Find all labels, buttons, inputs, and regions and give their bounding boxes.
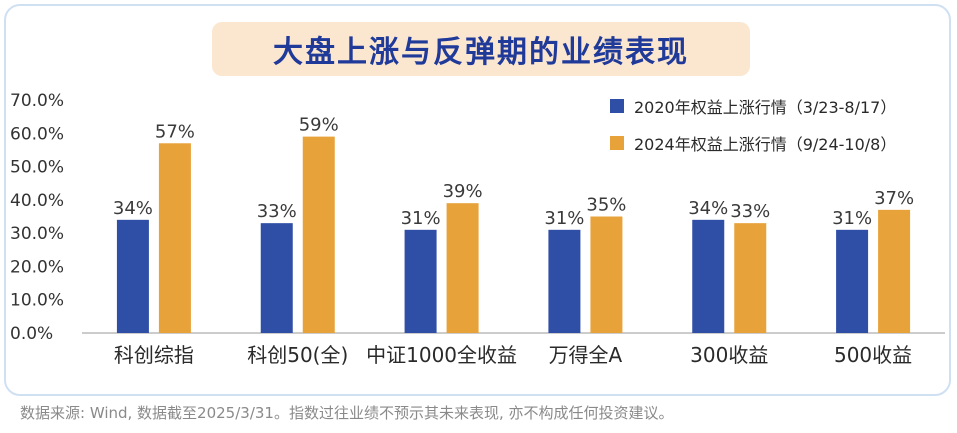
y-tick-label: 70.0% xyxy=(10,91,64,111)
legend-label-2024: 2024年权益上涨行情（9/24-10/8） xyxy=(634,135,897,154)
x-tick-label: 万得全A xyxy=(549,343,623,367)
footnote: 数据来源: Wind, 数据截至2025/3/31。指数过往业绩不预示其未来表现… xyxy=(20,404,674,422)
data-label-2024: 39% xyxy=(443,181,483,202)
legend-swatch-2024 xyxy=(610,136,624,150)
data-label-2024: 33% xyxy=(730,201,770,222)
data-label-2020: 33% xyxy=(257,201,297,222)
bar-2024 xyxy=(446,203,479,333)
y-tick-label: 60.0% xyxy=(10,124,64,144)
y-tick-label: 50.0% xyxy=(10,158,64,178)
legend-item-2020: 2020年权益上涨行情（3/23-8/17） xyxy=(610,96,897,117)
y-tick-label: 30.0% xyxy=(10,224,64,244)
data-label-2024: 59% xyxy=(299,115,339,136)
bar-2024 xyxy=(734,223,767,333)
bar-2024 xyxy=(590,216,623,333)
data-label-2020: 31% xyxy=(544,208,584,229)
legend-swatch-2020 xyxy=(610,99,624,113)
x-tick-label: 科创50(全) xyxy=(247,343,348,367)
data-label-2024: 37% xyxy=(874,188,914,209)
y-tick-label: 0.0% xyxy=(10,324,53,344)
bar-2020 xyxy=(548,229,581,333)
x-tick-label: 中证1000全收益 xyxy=(366,343,517,367)
bar-2020 xyxy=(260,223,293,333)
legend-item-2024: 2024年权益上涨行情（9/24-10/8） xyxy=(610,133,897,154)
data-label-2020: 34% xyxy=(113,198,153,219)
data-label-2020: 31% xyxy=(832,208,872,229)
x-tick-label: 300收益 xyxy=(690,343,768,367)
y-tick-label: 20.0% xyxy=(10,257,64,277)
data-label-2020: 31% xyxy=(401,208,441,229)
chart-title: 大盘上涨与反弹期的业绩表现 xyxy=(212,22,750,76)
data-label-2020: 34% xyxy=(688,198,728,219)
bar-2020 xyxy=(116,219,149,333)
y-tick-label: 40.0% xyxy=(10,191,64,211)
bar-chart: 0.0% 10.0% 20.0% 30.0% 40.0% 50.0% 60.0% 70.0% 3… xyxy=(10,91,945,367)
x-tick-label: 科创综指 xyxy=(114,343,194,367)
bar-2024 xyxy=(878,209,911,333)
legend: 2020年权益上涨行情（3/23-8/17） 2024年权益上涨行情（9/24-… xyxy=(610,96,896,170)
bar-2024 xyxy=(302,136,335,333)
bar-2020 xyxy=(404,229,437,333)
x-tick-label: 500收益 xyxy=(834,343,912,367)
bar-2020 xyxy=(692,219,725,333)
bar-2020 xyxy=(836,229,869,333)
data-label-2024: 57% xyxy=(155,121,195,142)
legend-label-2020: 2020年权益上涨行情（3/23-8/17） xyxy=(634,98,897,117)
data-label-2024: 35% xyxy=(586,195,626,216)
bar-2024 xyxy=(158,143,191,333)
y-tick-label: 10.0% xyxy=(10,291,64,311)
